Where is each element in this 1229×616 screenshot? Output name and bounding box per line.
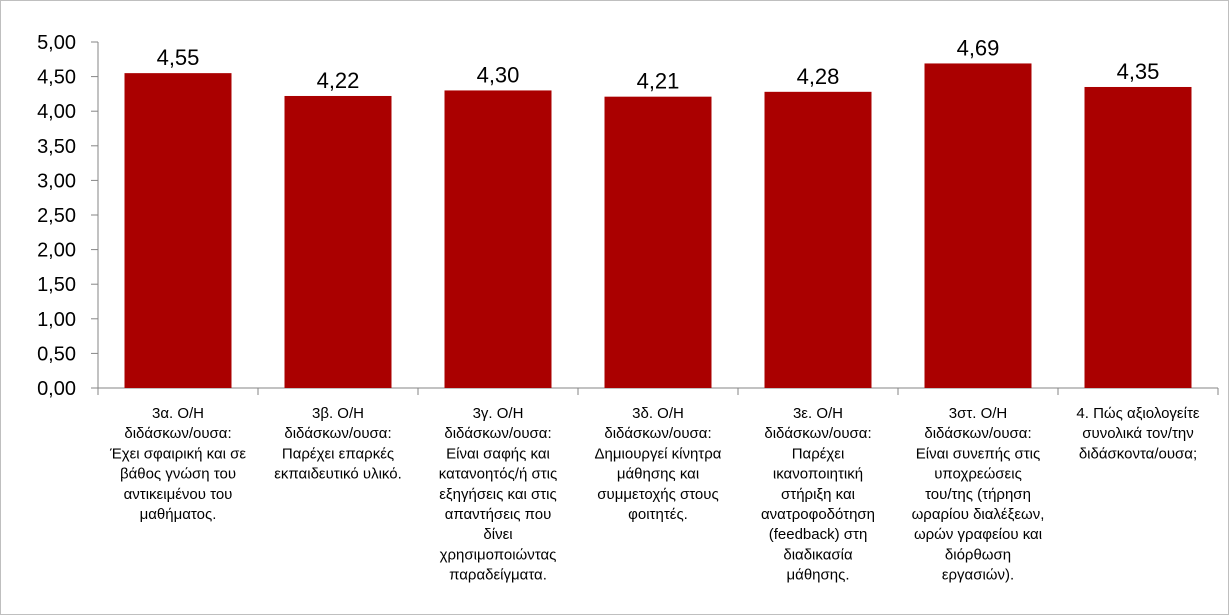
data-label: 4,55 (157, 45, 200, 70)
bar (1084, 86, 1192, 388)
category-label-line: ωραρίου διαλέξεων, (912, 506, 1045, 523)
y-tick-label: 3,50 (37, 136, 76, 158)
data-label: 4,21 (637, 69, 680, 94)
data-label: 4,28 (797, 64, 840, 89)
category-label-line: διδάσκων/ουσα: (764, 425, 871, 442)
category-label-line: υποχρεώσεις (934, 466, 1022, 483)
category-label: 3α. Ο/Η διδάσκων/ουσα: Έχει σφαιρική και σ… (109, 405, 246, 523)
category-label-line: Είναι συνεπής στις (916, 445, 1041, 462)
bar (124, 73, 232, 388)
data-label: 4,30 (477, 62, 520, 87)
category-label-line: Έχει σφαιρική και σε (109, 445, 246, 462)
y-tick-label: 2,50 (37, 205, 76, 227)
category-label-line: εργασιών). (942, 567, 1014, 584)
category-label-line: Παρέχει επαρκές (282, 445, 394, 462)
category-label-line: αντικειμένου του (124, 486, 233, 503)
category-label-line: εξηγήσεις και στις (439, 486, 557, 503)
bar (924, 63, 1032, 389)
y-axis: 0,00 0,50 1,00 1,50 2,00 2,50 3,00 3,50 4,00 4,50… (37, 32, 99, 400)
category-label-line: μάθησης και (617, 466, 699, 483)
y-tick-label: 3,00 (37, 170, 76, 192)
data-label: 4,35 (1117, 59, 1160, 84)
category-label-line: συμμετοχής στους (597, 486, 718, 503)
category-label-line: Παρέχει (792, 445, 845, 462)
category-label-line: 3ε. Ο/Η (793, 405, 843, 422)
category-label-line: χρησιμοποιώντας (440, 546, 557, 563)
data-label: 4,69 (957, 35, 1000, 60)
category-label: 3δ. Ο/Η διδάσκων/ουσα: Δημιουργεί κίνητρα μ… (595, 405, 722, 523)
category-label: 3β. Ο/Η διδάσκων/ουσα: Παρέχει επαρκές εκπα… (274, 405, 402, 483)
category-label-line: 3γ. Ο/Η (473, 405, 524, 422)
category-label-line: κατανοητός/ή στις (439, 466, 557, 483)
category-label-line: 3β. Ο/Η (312, 405, 364, 422)
bar (444, 90, 552, 388)
category-label-line: 4. Πώς αξιολογείτε (1076, 405, 1199, 422)
category-label-line: απαντήσεις που (445, 506, 552, 523)
category-label-line: Είναι σαφής και (446, 445, 550, 462)
category-label: 3στ. Ο/Η διδάσκων/ουσα: Είναι συνεπής στις… (912, 405, 1045, 584)
y-tick-label: 0,50 (37, 343, 76, 365)
bar (284, 95, 392, 388)
bar-series (124, 63, 1192, 389)
category-label-line: φοιτητές. (628, 506, 688, 523)
category-label: 3ε. Ο/Η διδάσκων/ουσα: Παρέχει ικανοποιητικ… (761, 405, 875, 584)
x-axis (97, 387, 1219, 395)
category-label-line: διδάσκων/ουσα: (284, 425, 391, 442)
category-label-line: μάθησης. (787, 567, 850, 584)
category-label-line: διαδικασία (783, 546, 853, 563)
y-tick-label: 1,00 (37, 309, 76, 331)
y-tick-label: 1,50 (37, 274, 76, 296)
category-label-line: ωρών γραφείου και (914, 526, 1042, 543)
category-label: 3γ. Ο/Η διδάσκων/ουσα: Είναι σαφής και κατα… (439, 405, 557, 584)
y-tick-label: 2,00 (37, 240, 76, 262)
y-tick-label: 5,00 (37, 32, 76, 54)
y-tick-label: 4,50 (37, 67, 76, 89)
category-label-line: 3α. Ο/Η (152, 405, 204, 422)
category-label-line: διδάσκων/ουσα: (604, 425, 711, 442)
category-label-line: Δημιουργεί κίνητρα (595, 445, 722, 462)
category-label-line: ικανοποιητική (773, 466, 863, 483)
data-labels: 4,55 4,22 4,30 4,21 4,28 4,69 4,35 (157, 35, 1160, 93)
category-label-line: διδάσκοντα/ουσα; (1079, 445, 1197, 462)
category-label-line: διδάσκων/ουσα: (924, 425, 1031, 442)
category-label-line: παραδείγματα. (449, 567, 547, 584)
category-label-line: εκπαιδευτικό υλικό. (274, 466, 402, 483)
category-label-line: 3δ. Ο/Η (632, 405, 684, 422)
bar (604, 96, 712, 388)
category-labels: 3α. Ο/Η διδάσκων/ουσα: Έχει σφαιρική και σ… (109, 405, 1200, 584)
y-tick-label: 0,00 (37, 378, 76, 400)
category-label-line: βάθος γνώση του (120, 466, 236, 483)
category-label-line: (feedback) στη (769, 526, 868, 543)
category-label-line: ανατροφοδότηση (761, 506, 875, 523)
category-label-line: διδάσκων/ουσα: (124, 425, 231, 442)
data-label: 4,22 (317, 68, 360, 93)
category-label-line: διόρθωση (945, 546, 1011, 563)
category-label-line: διδάσκων/ουσα: (444, 425, 551, 442)
y-tick-label: 4,00 (37, 101, 76, 123)
category-label-line: συνολικά τον/την (1082, 425, 1194, 442)
category-label-line: του/της (τήρηση (925, 486, 1031, 503)
category-label: 4. Πώς αξιολογείτε συνολικά τον/την διδάσκ… (1076, 405, 1199, 462)
category-label-line: 3στ. Ο/Η (949, 405, 1008, 422)
category-label-line: δίνει (483, 526, 512, 543)
category-label-line: στήριξη και (781, 486, 855, 503)
category-label-line: μαθήματος. (140, 506, 217, 523)
bar (764, 91, 872, 388)
